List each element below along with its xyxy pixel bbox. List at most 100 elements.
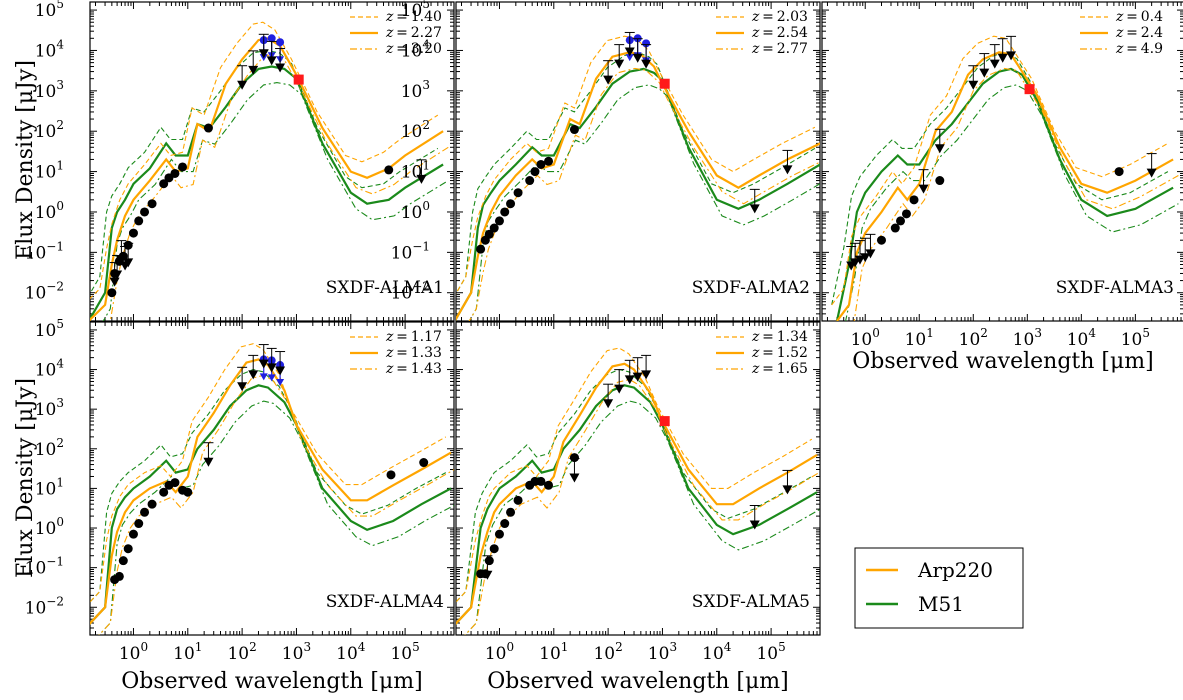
panel-sxdf-alma3: 100 101 102 103 104 105 z = 0.4z = 2.4z = 4.9 S…	[821, 1, 1183, 350]
y-tick-label: 10−2	[25, 594, 64, 618]
x-tick-label: 101	[905, 326, 934, 350]
detection-point	[384, 165, 394, 175]
redshift-legend-label: z = 1.33	[385, 345, 442, 361]
y-tick-label: 10−1	[25, 239, 64, 263]
panel-sxdf-alma5: 100 101 102 103 104 105 z = 1.34z = 1.52z = 1.…	[455, 321, 821, 664]
m51-sed-best-z	[90, 384, 452, 625]
detection-point	[386, 470, 396, 480]
detection-point	[484, 556, 494, 566]
x-axis-label-1: Observed wavelength [μm]	[121, 669, 423, 694]
detection-point	[890, 223, 900, 233]
detection-point	[107, 288, 117, 298]
upper-limit-marker	[860, 253, 871, 263]
upper-limit-marker	[632, 372, 643, 382]
plot-area	[831, 35, 1179, 321]
arp220-sed-best-z	[836, 51, 1174, 321]
redshift-legend-label: z = 2.4	[1115, 25, 1163, 41]
panel-title: SXDF-ALMA2	[692, 278, 810, 298]
plot-area	[456, 347, 820, 635]
detection-point	[178, 162, 188, 172]
m51-sed-high-z	[102, 82, 449, 321]
upper-limit-marker	[782, 165, 793, 175]
herschel-point	[276, 38, 285, 47]
detection-point	[544, 480, 554, 490]
m51-sed-low-z	[456, 52, 816, 295]
detection-point	[489, 544, 499, 554]
upper-limit-marker	[850, 258, 861, 268]
upper-limit-marker	[266, 363, 277, 373]
redshift-legend-label: z = 1.43	[385, 361, 442, 377]
y-tick-label: 100	[35, 199, 64, 223]
x-tick-label: 103	[282, 640, 311, 664]
x-axis-label-3: Observed wavelength [μm]	[852, 349, 1154, 374]
detection-point	[935, 176, 945, 186]
redshift-legend-label: z = 0.4	[1115, 9, 1163, 25]
arp220-sed-high-z	[109, 53, 449, 321]
legend-frame	[854, 547, 1024, 629]
detection-point	[170, 168, 180, 178]
upper-limit-marker	[237, 382, 248, 392]
arp220-sed-high-z	[98, 374, 454, 635]
detection-point	[530, 167, 540, 177]
detection-point	[494, 216, 504, 226]
upper-limit-marker	[1146, 168, 1157, 178]
alma-point	[293, 74, 304, 85]
upper-limit-marker	[641, 59, 652, 69]
y-tick-label: 101	[35, 159, 64, 183]
upper-limit-marker	[258, 49, 269, 59]
arp220-sed-low-z	[90, 343, 447, 603]
x-tick-label: 100	[851, 326, 880, 350]
upper-limit-marker	[997, 53, 1008, 63]
upper-limit-marker	[248, 65, 259, 75]
upper-limit-marker	[112, 270, 123, 280]
panel-title: SXDF-ALMA1	[326, 278, 444, 298]
detection-point	[147, 499, 157, 509]
upper-limit-marker	[782, 485, 793, 495]
detection-point	[183, 487, 193, 497]
panel-title: SXDF-ALMA3	[1056, 278, 1174, 298]
upper-limit-marker	[109, 277, 120, 287]
upper-limit-marker	[934, 144, 945, 154]
y-tick-label: 104	[35, 37, 65, 61]
detection-point	[134, 519, 144, 529]
upper-limit-marker	[203, 457, 214, 467]
detection-point	[513, 495, 523, 505]
detection-point	[134, 216, 144, 226]
upper-limit-marker	[266, 56, 277, 66]
upper-limit-marker	[749, 520, 760, 530]
upper-limit-marker	[603, 75, 614, 85]
redshift-legend-label: z = 3.20	[385, 41, 442, 57]
detection-point	[506, 199, 516, 209]
m51-sed-high-z	[468, 84, 820, 321]
y-tick-label: 103	[35, 396, 64, 420]
upper-limit-marker	[632, 53, 643, 63]
m51-sed-low-z	[90, 49, 439, 295]
y-tick-label: 101	[401, 159, 430, 183]
x-tick-label: 102	[227, 640, 256, 664]
upper-limit-marker	[865, 249, 876, 259]
detection-point	[489, 223, 499, 233]
herschel-point	[267, 34, 276, 43]
upper-limit-marker	[624, 47, 635, 57]
redshift-legend-label: z = 2.54	[751, 25, 808, 41]
upper-limit-marker	[275, 366, 286, 376]
herschel-limit	[276, 379, 285, 387]
upper-limit-marker	[116, 255, 127, 265]
upper-limit-marker	[1006, 51, 1017, 61]
y-tick-label: 102	[35, 118, 64, 142]
detection-point	[159, 179, 169, 189]
upper-limit-marker	[749, 204, 760, 214]
y-tick-label: 101	[35, 475, 64, 499]
y-tick-label: 100	[35, 515, 64, 539]
y-axis-label-bottom: Flux Density [μJy]	[13, 378, 38, 578]
y-tick-label: 102	[401, 118, 430, 142]
x-tick-label: 101	[173, 640, 202, 664]
detection-point	[159, 487, 169, 497]
x-tick-label: 105	[390, 640, 419, 664]
y-tick-label: 105	[35, 317, 64, 341]
redshift-legend-label: z = 2.77	[751, 41, 808, 57]
redshift-legend-label: z = 1.40	[385, 9, 442, 25]
plot-area	[456, 31, 820, 321]
